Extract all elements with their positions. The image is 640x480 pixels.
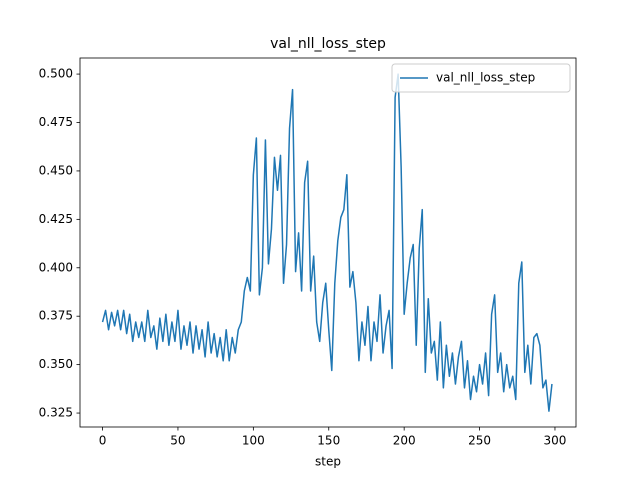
x-tick-label: 200	[393, 434, 416, 448]
legend-box	[391, 63, 571, 93]
y-tick-label: 0.375	[39, 309, 73, 323]
y-tick-label: 0.425	[39, 212, 73, 226]
data-line	[101, 73, 553, 412]
x-tick-label: 0	[99, 434, 107, 448]
x-tick-label: 250	[468, 434, 491, 448]
y-tick-label: 0.475	[39, 115, 73, 129]
x-tick-label: 50	[170, 434, 185, 448]
y-tick-label: 0.500	[39, 67, 73, 81]
x-tick-label: 100	[242, 434, 265, 448]
y-tick-label: 0.350	[39, 357, 73, 371]
x-axis-label: step	[315, 455, 341, 469]
legend-label: val_nll_loss_step	[436, 71, 535, 85]
x-tick-label: 300	[544, 434, 567, 448]
y-tick-label: 0.400	[39, 260, 73, 274]
x-tick-label: 150	[317, 434, 340, 448]
y-tick-label: 0.450	[39, 163, 73, 177]
legend: val_nll_loss_step	[391, 63, 571, 93]
plot-frame	[79, 57, 577, 428]
y-tick-label: 0.325	[39, 406, 73, 420]
chart-title: val_nll_loss_step	[270, 36, 386, 52]
